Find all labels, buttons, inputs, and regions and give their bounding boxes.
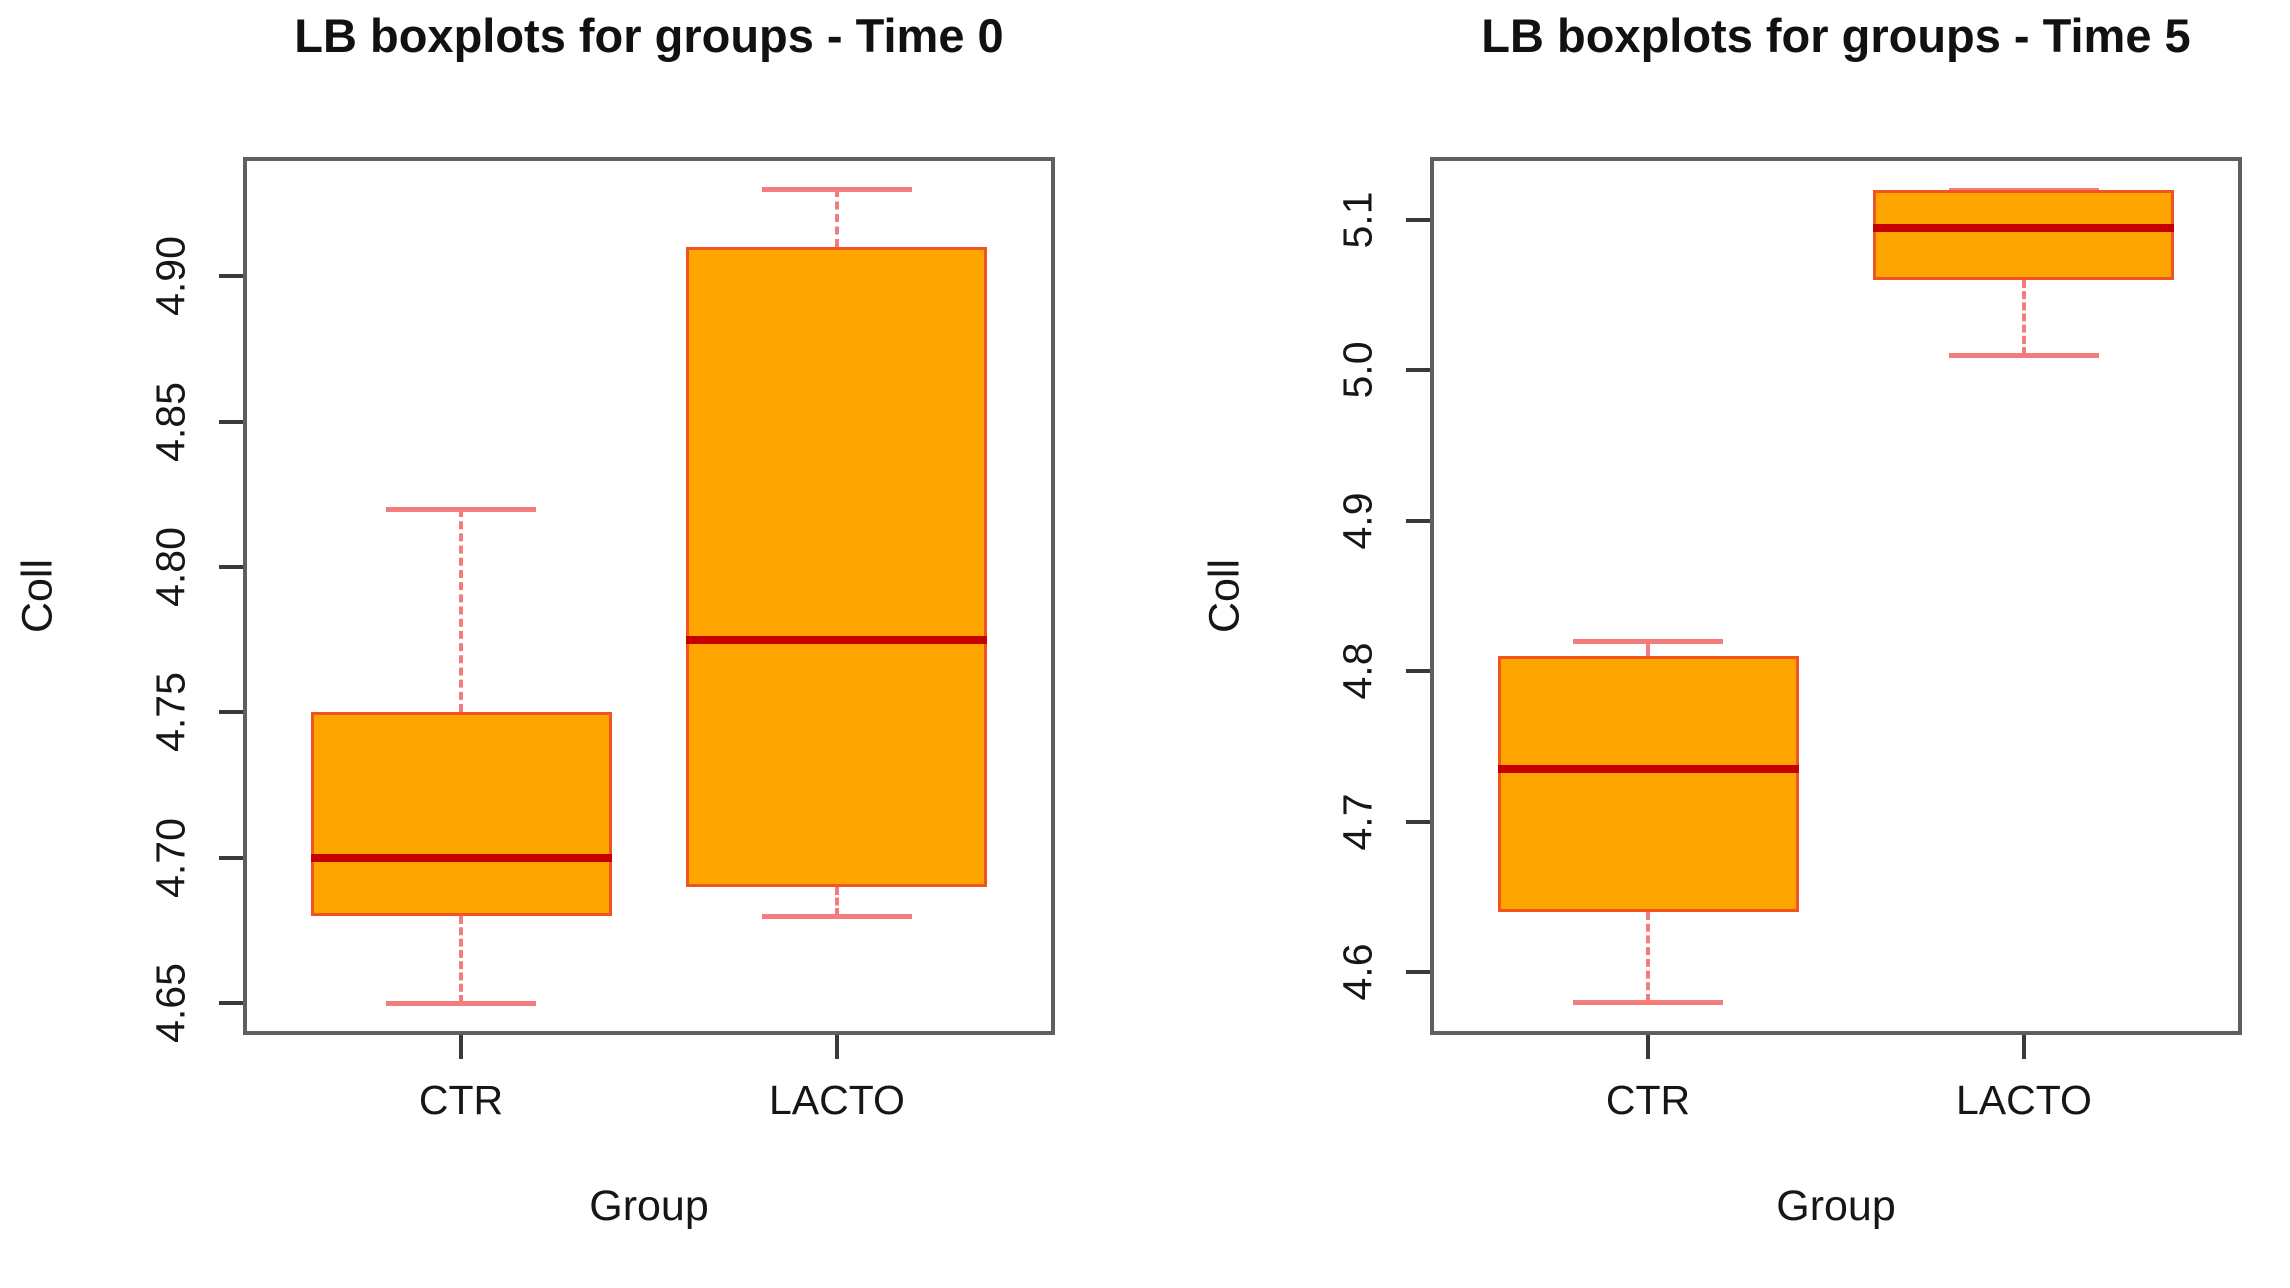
- boxplot-cap-upper: [761, 186, 912, 192]
- boxplot-box: [1497, 656, 1799, 912]
- y-tick: [1406, 518, 1430, 523]
- boxplot-cap-lower: [1573, 999, 1724, 1005]
- boxplot-cap-lower: [386, 1001, 537, 1007]
- boxplot-cap-lower: [761, 913, 912, 919]
- y-axis-label: Coll: [13, 558, 62, 634]
- y-tick: [1406, 669, 1430, 674]
- x-tick-label: LACTO: [768, 1077, 905, 1123]
- y-tick-label: 4.85: [147, 381, 194, 462]
- y-tick: [219, 1001, 243, 1006]
- x-tick-label: CTR: [418, 1077, 504, 1123]
- y-tick-label: 4.7: [1334, 793, 1381, 850]
- y-tick: [219, 855, 243, 860]
- y-tick-label: 4.8: [1334, 642, 1381, 700]
- x-tick: [1646, 1035, 1651, 1059]
- boxplot-box: [1873, 190, 2175, 281]
- boxplot-cap-lower: [1948, 353, 2099, 359]
- y-tick-label: 4.80: [147, 527, 194, 607]
- boxplot-cap-upper: [386, 506, 537, 512]
- boxplot-cap-upper: [1573, 639, 1724, 645]
- x-tick: [834, 1035, 839, 1059]
- boxplot-whisker-lower: [2021, 280, 2026, 356]
- y-tick: [1406, 368, 1430, 373]
- y-tick: [1406, 218, 1430, 223]
- plot-title: LB boxplots for groups - Time 0: [294, 9, 1004, 62]
- x-tick: [459, 1035, 464, 1059]
- y-tick-label: 4.65: [147, 963, 194, 1043]
- x-tick-label: CTR: [1605, 1077, 1691, 1123]
- x-axis-label: Group: [589, 1182, 709, 1230]
- boxplot-box: [686, 247, 988, 887]
- boxplot-whisker-lower: [1646, 911, 1651, 1002]
- boxplot-whisker-upper: [1646, 641, 1651, 657]
- y-axis-label: Coll: [1200, 558, 1249, 634]
- plot-title: LB boxplots for groups - Time 5: [1481, 9, 2191, 62]
- y-tick-label: 4.70: [147, 817, 194, 898]
- boxplot-whisker-upper: [459, 508, 464, 713]
- boxplot-panel-time-0: LB boxplots for groups - Time 0 Coll Gro…: [13, 9, 1055, 1230]
- x-tick: [2021, 1035, 2026, 1059]
- boxplot-median: [686, 635, 988, 644]
- boxplot-median: [1497, 764, 1799, 773]
- x-axis-label: Group: [1776, 1182, 1896, 1230]
- boxplot-box: [310, 712, 612, 916]
- boxplot-whisker-upper: [834, 188, 839, 248]
- y-tick: [219, 274, 243, 279]
- y-tick: [1406, 819, 1430, 824]
- y-tick: [1406, 969, 1430, 974]
- boxplot-whisker-lower: [834, 886, 839, 916]
- boxplot-median: [1873, 223, 2175, 232]
- y-tick-label: 5.0: [1334, 341, 1381, 399]
- boxplot-panel-time-5: LB boxplots for groups - Time 5 Coll Gro…: [1145, 0, 2290, 1288]
- y-tick-label: 5.1: [1334, 191, 1381, 249]
- y-tick-label: 4.6: [1334, 943, 1381, 1001]
- y-tick-label: 4.75: [147, 672, 194, 753]
- boxplot-median: [310, 853, 612, 862]
- y-tick: [219, 710, 243, 715]
- y-tick-label: 4.90: [147, 236, 194, 317]
- boxplot-whisker-lower: [459, 915, 464, 1003]
- x-tick-label: LACTO: [1955, 1077, 2092, 1123]
- y-tick: [219, 564, 243, 569]
- y-tick: [219, 419, 243, 424]
- y-tick-label: 4.9: [1334, 492, 1381, 550]
